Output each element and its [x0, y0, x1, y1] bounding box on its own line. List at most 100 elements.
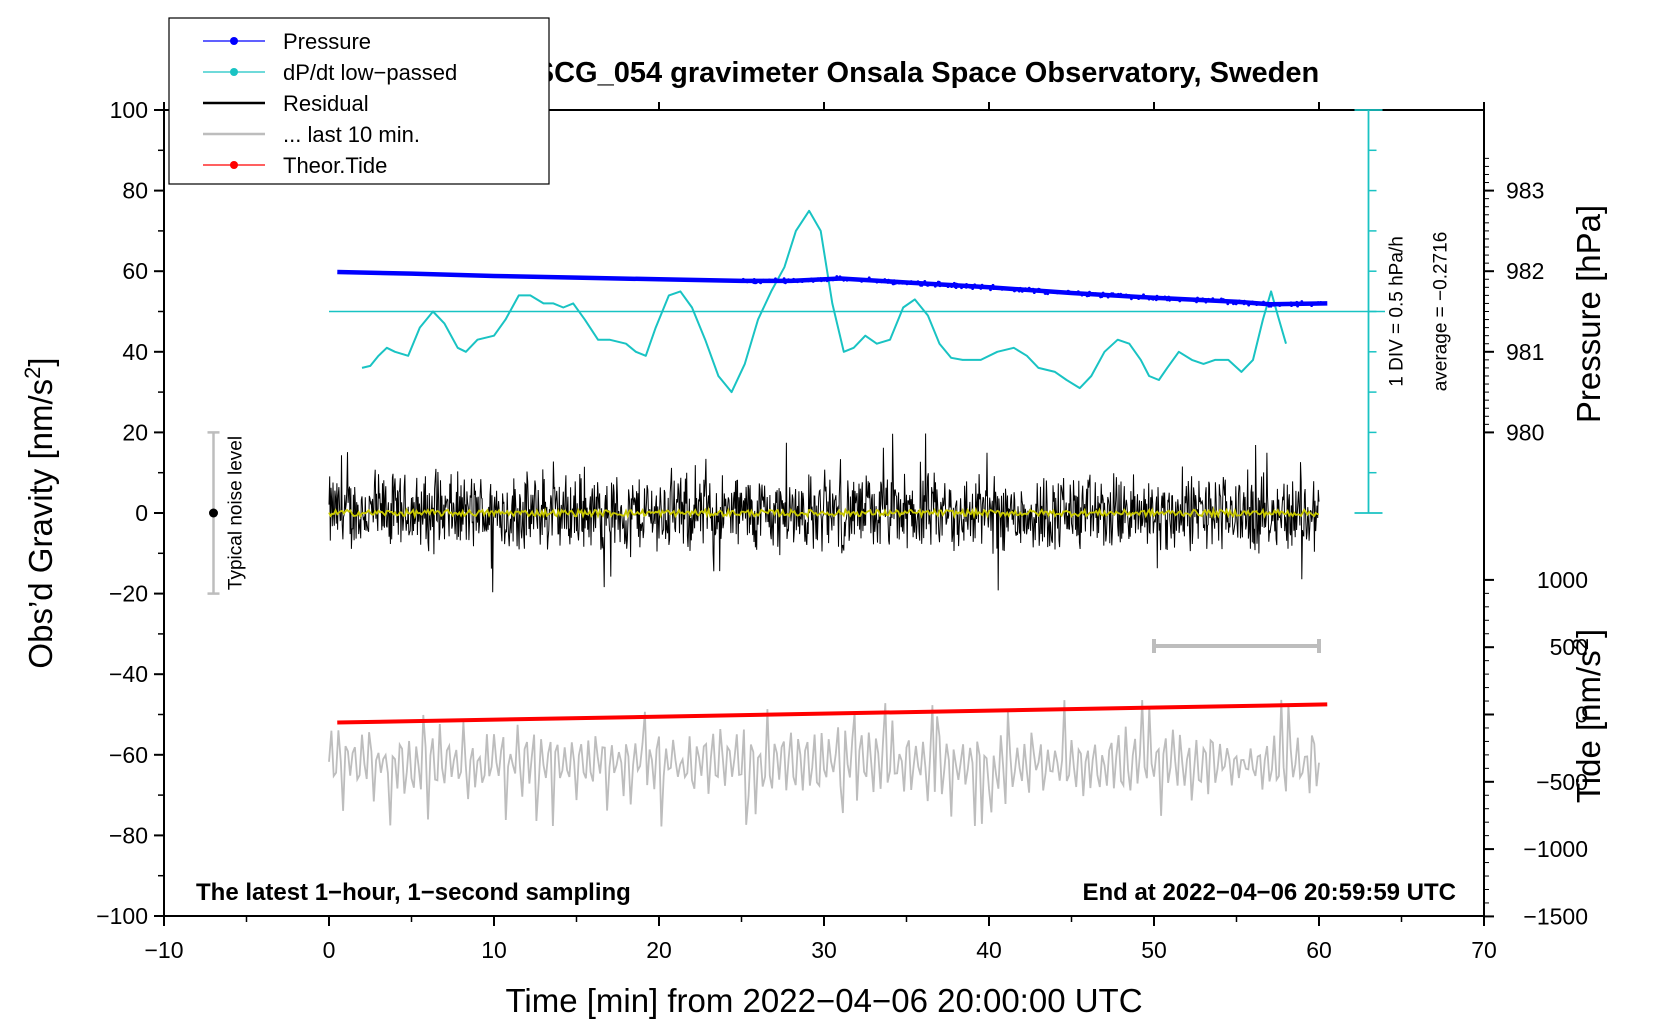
pressure-point — [1012, 289, 1016, 292]
pressure-point — [752, 278, 756, 281]
legend-label: Residual — [283, 91, 369, 116]
legend-label: Theor.Tide — [283, 153, 387, 178]
legend-box — [168, 17, 550, 185]
pressure-point — [773, 279, 777, 283]
pressure-tick-label: 982 — [1506, 258, 1544, 284]
pressure-point — [1319, 301, 1323, 304]
pressure-point — [1097, 293, 1100, 296]
pressure-point — [1032, 291, 1036, 294]
pressure-point — [1163, 295, 1167, 299]
pressure-point — [1088, 290, 1091, 294]
pressure-point — [782, 278, 785, 282]
pressure-point — [1262, 300, 1265, 304]
x-tick-label: 10 — [481, 937, 507, 963]
pressure-point — [1201, 297, 1205, 301]
legend: Pressure dP/dt low−passed Residual ... last… — [168, 17, 550, 185]
pressure-point — [835, 278, 838, 281]
pressure-point — [838, 275, 842, 279]
pressure-point — [1195, 300, 1198, 304]
y-axis-ticks-left: −100 −80 −60 −40 −20 0 20 40 60 80 100 — [96, 97, 164, 929]
pressure-point — [938, 284, 942, 288]
pressure-point — [1289, 301, 1293, 305]
pressure-point — [1167, 295, 1171, 299]
rate-scale-label: 1 DIV = 0.5 hPa/h — [1387, 236, 1408, 387]
pressure-point — [820, 279, 823, 283]
pressure-point — [891, 282, 895, 286]
pressure-point — [1046, 292, 1050, 296]
pressure-point — [783, 280, 786, 284]
y-tick-label: 100 — [110, 97, 148, 123]
y-tick-label: 20 — [122, 419, 148, 445]
x-tick-label: 0 — [323, 937, 336, 963]
pressure-point — [779, 279, 783, 283]
pressure-point — [971, 285, 975, 289]
y-tick-label: 80 — [122, 178, 148, 204]
pressure-point — [1074, 292, 1078, 295]
noise-indicator — [207, 431, 220, 595]
pressure-point — [1076, 290, 1080, 293]
pressure-point — [973, 283, 977, 287]
pressure-point — [1229, 300, 1232, 304]
last-10-min-marker — [1152, 638, 1321, 653]
pressure-point — [794, 280, 797, 283]
legend-label: ... last 10 min. — [283, 122, 420, 147]
pressure-point — [927, 283, 930, 287]
pressure-point — [1207, 297, 1210, 301]
pressure-point — [1018, 286, 1022, 290]
pressure-point — [919, 283, 923, 286]
pressure-point — [964, 285, 968, 289]
pressure-point — [745, 280, 749, 284]
y-axis-ticks-pressure: 980 981 982 983 — [1484, 157, 1544, 445]
y-tick-label: 60 — [122, 258, 148, 284]
pressure-point — [1161, 296, 1165, 299]
y-tick-label: −60 — [109, 742, 148, 768]
pressure-point — [1316, 301, 1319, 305]
pressure-point — [761, 278, 765, 282]
x-tick-label: −10 — [144, 937, 183, 963]
pressure-point — [968, 286, 972, 289]
pressure-point — [825, 279, 829, 283]
tide-tick-label: 1000 — [1537, 567, 1588, 593]
pressure-point — [956, 284, 960, 288]
pressure-point — [894, 281, 898, 285]
pressure-point — [954, 282, 958, 286]
pressure-point — [905, 282, 909, 286]
pressure-point — [845, 278, 849, 282]
pressure-point — [923, 280, 927, 283]
pressure-point — [878, 279, 881, 283]
pressure-point — [983, 285, 987, 288]
pressure-point — [1204, 300, 1208, 304]
pressure-tick-label: 980 — [1506, 419, 1544, 445]
y-tick-label: −100 — [96, 903, 148, 929]
pressure-point — [1003, 286, 1007, 290]
pressure-point — [860, 280, 863, 283]
pressure-point — [1100, 295, 1104, 298]
pressure-point — [752, 281, 755, 284]
pressure-point — [1295, 300, 1299, 304]
pressure-point — [1130, 297, 1133, 301]
pressure-point — [887, 278, 890, 282]
pressure-point — [1037, 287, 1040, 291]
pressure-point — [1000, 288, 1004, 291]
pressure-point — [1226, 302, 1230, 306]
pressure-point — [954, 286, 958, 289]
pressure-point — [1109, 294, 1112, 298]
pressure-point — [1280, 303, 1284, 306]
pressure-point — [1196, 296, 1199, 300]
pressure-point — [807, 279, 810, 283]
pressure-point — [1232, 300, 1236, 303]
pressure-point — [1137, 297, 1140, 300]
pressure-point — [884, 279, 888, 282]
y-tick-label: 40 — [122, 339, 148, 365]
pressure-point — [1111, 292, 1115, 295]
pressure-point — [1165, 298, 1169, 302]
pressure-point — [835, 275, 839, 278]
x-tick-label: 40 — [976, 937, 1002, 963]
pressure-point — [755, 280, 759, 284]
pressure-tick-label: 981 — [1506, 339, 1544, 365]
x-tick-label: 30 — [811, 937, 837, 963]
pressure-point — [1027, 286, 1031, 290]
pressure-point — [787, 278, 790, 282]
legend-marker — [230, 68, 238, 76]
y-axis-label-pressure: Pressure [hPa] — [1570, 205, 1607, 423]
